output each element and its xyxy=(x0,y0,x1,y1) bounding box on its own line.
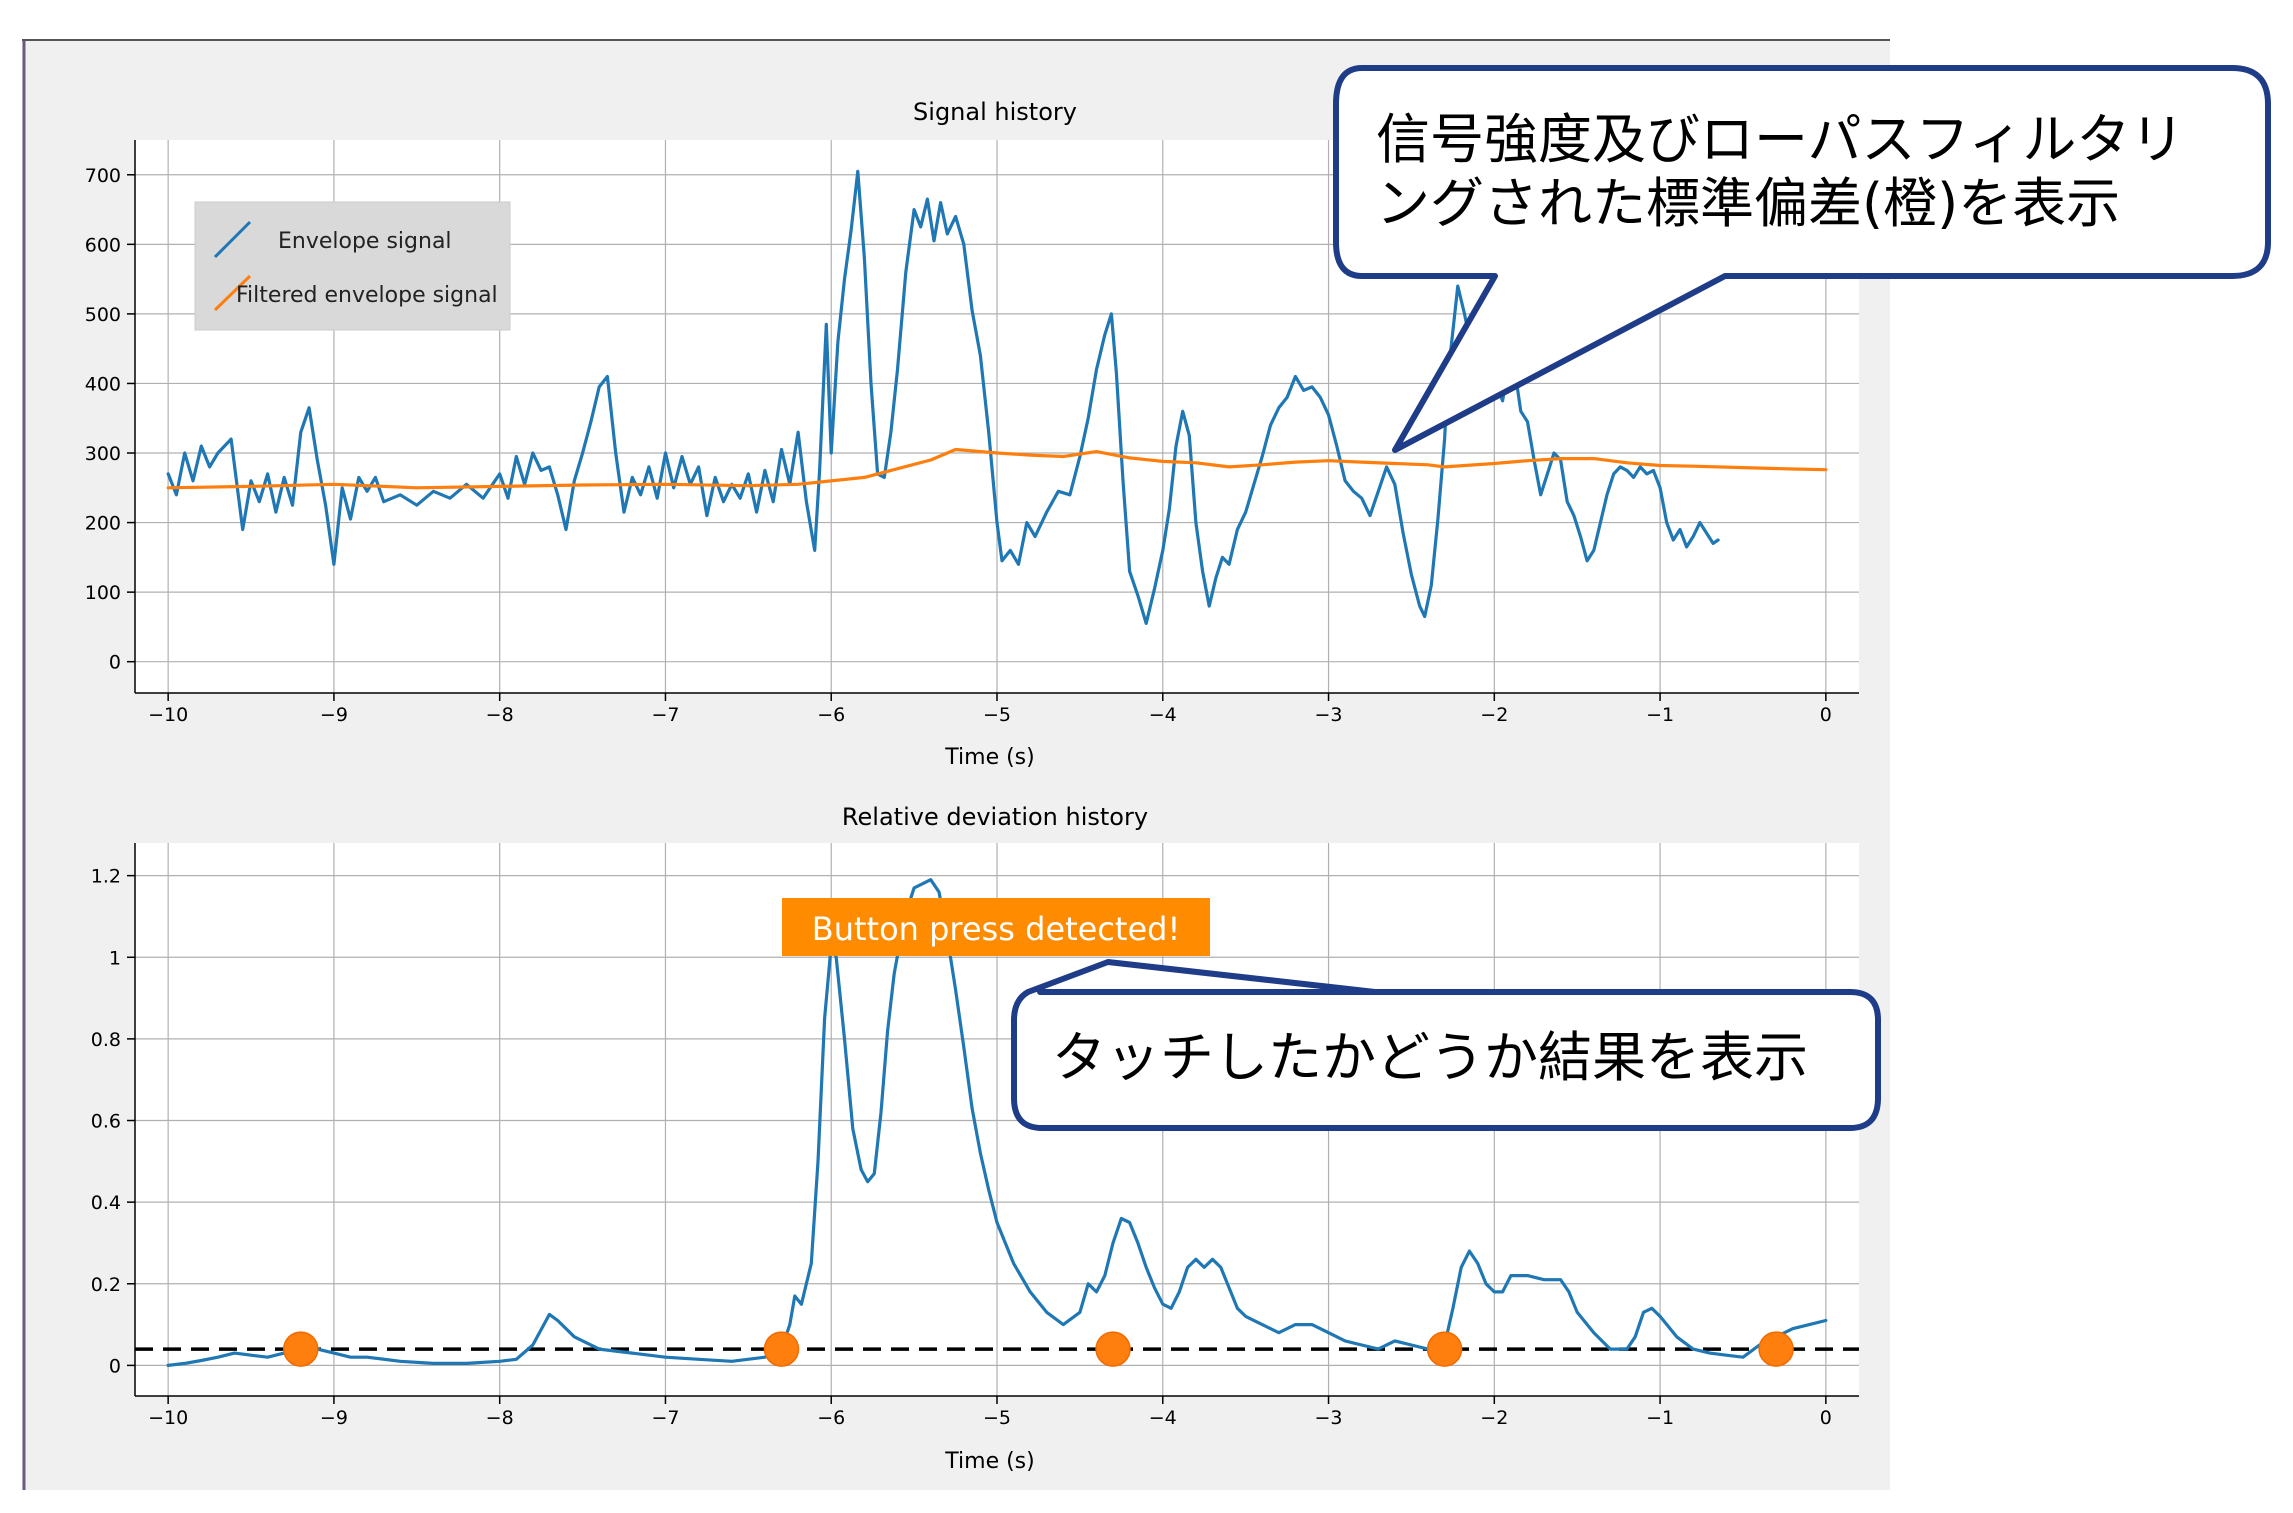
x-tick-label: −9 xyxy=(320,1407,348,1429)
x-tick-label: −7 xyxy=(651,704,679,726)
x-tick-labels: −10 −9 −8 −7 −6 −5 −4 −3 −2 −1 0 xyxy=(148,704,1832,726)
axes xyxy=(127,843,1859,1404)
x-tick-label: −3 xyxy=(1315,704,1343,726)
chart-title: Signal history xyxy=(913,98,1077,126)
x-tick-label: −5 xyxy=(983,704,1011,726)
x-tick-label: −5 xyxy=(983,1407,1011,1429)
detection-marker xyxy=(1426,1331,1463,1367)
x-tick-label: −1 xyxy=(1646,1407,1674,1429)
x-axis-label: Time (s) xyxy=(944,1449,1034,1474)
x-tick-label: 0 xyxy=(1820,704,1832,726)
y-tick-label: 300 xyxy=(85,443,121,465)
x-tick-label: −7 xyxy=(651,1407,679,1429)
detection-marker xyxy=(763,1331,800,1367)
callout-bubble xyxy=(1333,65,2271,453)
y-tick-label: 400 xyxy=(85,373,121,395)
callout-signal-explanation: 信号強度及びローパスフィルタリ ングされた標準偏差(橙)を表示 xyxy=(1333,65,2271,453)
x-tick-labels: −10 −9 −8 −7 −6 −5 −4 −3 −2 −1 0 xyxy=(148,1407,1832,1429)
callout-touch-result: タッチしたかどうか結果を表示 xyxy=(1011,959,1881,1131)
y-tick-label: 600 xyxy=(85,234,121,256)
x-tick-label: −8 xyxy=(486,1407,514,1429)
series-line-1 xyxy=(166,447,1828,490)
detection-marker xyxy=(1758,1331,1794,1367)
y-tick-label: 0.4 xyxy=(91,1192,121,1214)
y-tick-label: 0 xyxy=(109,652,121,674)
callout-bubble xyxy=(1011,959,1881,1131)
y-tick-labels: 0 100 200 300 400 500 600 700 xyxy=(85,165,121,674)
y-tick-label: 0.8 xyxy=(91,1029,121,1051)
callout-text: タッチしたかどうか結果を表示 xyxy=(1052,1026,1808,1089)
x-tick-label: −4 xyxy=(1149,704,1177,726)
x-tick-label: −8 xyxy=(486,704,514,726)
y-tick-label: 500 xyxy=(85,304,121,326)
annotation-box xyxy=(782,898,1210,956)
y-tick-label: 0.2 xyxy=(91,1274,121,1296)
annotation-text: Button press detected! xyxy=(812,910,1181,948)
button-press-annotation: Button press detected! xyxy=(782,898,1210,956)
chart-title: Relative deviation history xyxy=(842,803,1148,831)
x-tick-label: −10 xyxy=(148,704,188,726)
detection-marker xyxy=(283,1331,319,1367)
x-tick-label: −9 xyxy=(320,704,348,726)
y-tick-label: 200 xyxy=(85,513,121,535)
x-tick-label: −2 xyxy=(1480,1407,1508,1429)
legend-label-envelope: Envelope signal xyxy=(278,229,452,254)
legend-label-filtered: Filtered envelope signal xyxy=(236,283,498,308)
legend: Envelope signal Filtered envelope signal xyxy=(194,201,511,331)
series-layer xyxy=(166,878,1828,1367)
axes xyxy=(127,140,1859,701)
detection-marker xyxy=(1095,1331,1131,1367)
y-tick-label: 1.2 xyxy=(91,866,121,888)
relative-deviation-plot: −10 −9 −8 −7 −6 −5 −4 −3 −2 −1 0 00.20.40.60.811.2… xyxy=(91,803,1859,1474)
x-tick-label: −6 xyxy=(817,704,845,726)
y-tick-label: 0.6 xyxy=(91,1111,121,1133)
callout-text-line-1: 信号強度及びローパスフィルタリ xyxy=(1376,108,2184,171)
y-tick-label: 1 xyxy=(109,947,121,969)
x-tick-label: −6 xyxy=(817,1407,845,1429)
x-tick-label: −3 xyxy=(1315,1407,1343,1429)
y-tick-label: 0 xyxy=(109,1355,121,1377)
x-tick-label: 0 xyxy=(1820,1407,1832,1429)
x-axis-label: Time (s) xyxy=(944,745,1034,770)
legend-box xyxy=(194,201,511,331)
x-tick-label: −2 xyxy=(1480,704,1508,726)
legend-swatch-filtered xyxy=(213,274,252,312)
y-tick-label: 700 xyxy=(85,165,121,187)
x-tick-label: −4 xyxy=(1149,1407,1177,1429)
x-tick-label: −1 xyxy=(1646,704,1674,726)
detection-markers xyxy=(283,1331,1794,1367)
callout-text-line-2: ングされた標準偏差(橙)を表示 xyxy=(1376,172,2120,235)
y-tick-label: 100 xyxy=(85,582,121,604)
legend-swatch-envelope xyxy=(213,220,252,259)
x-tick-label: −10 xyxy=(148,1407,188,1429)
y-tick-labels: 0 0.2 0.4 0.6 0.8 1 1.2 xyxy=(91,866,121,1378)
series-line-0 xyxy=(166,878,1828,1367)
